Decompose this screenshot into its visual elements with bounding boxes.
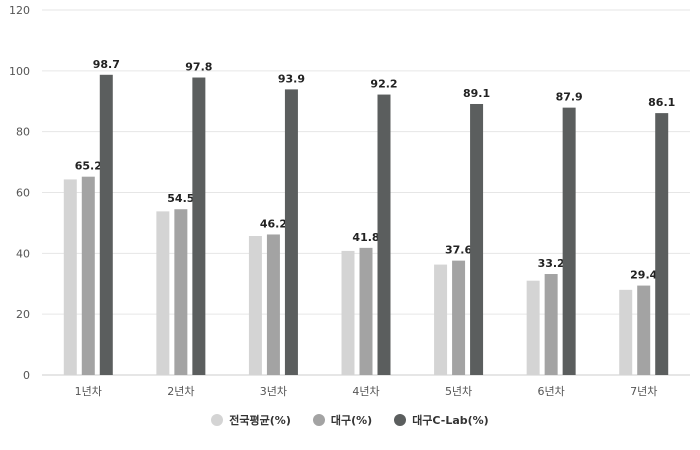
bar: [359, 247, 373, 375]
data-label: 41.8: [352, 231, 379, 244]
x-tick-label: 2년차: [167, 385, 194, 398]
bar: [81, 176, 95, 375]
y-tick-label: 60: [16, 187, 30, 200]
x-tick-label: 1년차: [75, 385, 102, 398]
bar: [284, 89, 298, 375]
bar: [156, 211, 170, 375]
y-tick-label: 20: [16, 308, 30, 321]
y-tick-label: 120: [9, 4, 30, 17]
chart-plot: 0 20 40 60 80 100 120 65.2 98.7 1년차 54.5 97.8 2년차 46.…: [9, 4, 690, 398]
legend-label-national-average: 전국평균(%): [229, 414, 291, 427]
bar: [248, 235, 262, 375]
data-label: 89.1: [463, 87, 490, 100]
data-label: 46.2: [260, 217, 287, 230]
bar: [526, 280, 540, 375]
legend-label-daegu-clab: 대구C-Lab(%): [412, 414, 489, 427]
legend-swatch-daegu: [312, 414, 325, 426]
data-label: 54.5: [167, 192, 194, 205]
bar: [452, 260, 466, 375]
bar: [619, 289, 633, 375]
y-tick-label: 80: [16, 126, 30, 139]
bar: [99, 74, 113, 375]
x-tick-label: 4년차: [352, 385, 379, 398]
data-label: 33.2: [538, 257, 565, 270]
legend-swatch-national-average: [211, 414, 224, 426]
bar: [637, 285, 651, 375]
bar: [174, 209, 188, 375]
bar: [562, 107, 576, 375]
data-label: 87.9: [556, 91, 583, 104]
legend: 전국평균(%) 대구(%) 대구C-Lab(%): [0, 412, 700, 428]
bar: [655, 113, 669, 376]
legend-swatch-daegu-clab: [394, 414, 407, 426]
y-tick-label: 100: [9, 65, 30, 78]
y-tick-label: 0: [23, 369, 30, 382]
bar: [63, 179, 77, 375]
data-label: 86.1: [648, 96, 675, 109]
bar: [341, 250, 355, 375]
bar: [266, 234, 280, 375]
y-tick-label: 40: [16, 247, 30, 260]
data-label: 29.4: [630, 269, 657, 282]
x-tick-label: 7년차: [630, 385, 657, 398]
bar: [544, 274, 558, 375]
legend-item-daegu-clab: 대구C-Lab(%): [394, 412, 489, 428]
data-label: 37.6: [445, 244, 472, 257]
data-label: 97.8: [185, 61, 212, 74]
x-tick-label: 5년차: [445, 385, 472, 398]
bar: [470, 103, 484, 376]
legend-label-daegu: 대구(%): [330, 414, 373, 427]
bar: [192, 77, 206, 376]
x-tick-label: 6년차: [538, 385, 565, 398]
bar: [434, 264, 448, 375]
x-tick-label: 3년차: [260, 385, 287, 398]
bar: [377, 94, 391, 375]
legend-item-national-average: 전국평균(%): [211, 412, 291, 428]
data-label: 65.2: [75, 160, 102, 173]
data-label: 92.2: [370, 78, 397, 91]
data-label: 93.9: [278, 72, 305, 85]
data-label: 98.7: [93, 58, 120, 71]
legend-item-daegu: 대구(%): [312, 412, 373, 428]
